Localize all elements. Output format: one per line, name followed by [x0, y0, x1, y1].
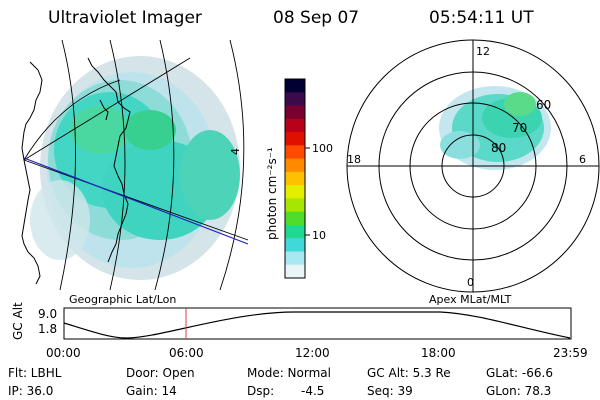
colorbar-band: [285, 158, 305, 173]
imager-title: Ultraviolet Imager: [48, 8, 202, 28]
lat-label-60: 60: [536, 98, 551, 112]
dsp-label: Dsp:: [247, 384, 275, 398]
lat-label-70: 70: [512, 121, 527, 135]
colorbar-band: [285, 79, 305, 93]
panel-edge-label: 4: [229, 148, 242, 155]
timeline-xtick-1800: 18:00: [421, 346, 456, 360]
geographic-image-panel: [21, 40, 249, 290]
colorbar-band: [285, 145, 305, 160]
polar-mlat-mlt-panel: 12 0 18 6 60 70 80: [346, 39, 600, 293]
timeline-ytick-1.8: 1.8: [38, 322, 57, 336]
gc-alt-readout: GC Alt: 5.3 Re: [367, 366, 451, 380]
colorbar-band: [285, 105, 305, 120]
glon-readout: GLon: 78.3: [486, 384, 552, 398]
mlt-label-0: 0: [467, 276, 474, 289]
geographic-caption: Geographic Lat/Lon: [69, 293, 176, 306]
door-readout: Door: Open: [126, 366, 195, 380]
colorbar-band: [285, 224, 305, 239]
colorbar-band: [285, 171, 305, 186]
apex-caption: Apex MLat/MLT: [429, 293, 512, 306]
time-readout: 05:54:11 UT: [429, 8, 534, 28]
altitude-curve: [63, 311, 571, 339]
gain-readout: Gain: 14: [126, 384, 177, 398]
polar-auroral-oval: [439, 86, 551, 170]
timeline-xtick-0000: 00:00: [46, 346, 81, 360]
uv-emission-blob: [30, 56, 240, 280]
colorbar-band: [285, 264, 305, 279]
colorbar-unit-label: photon cm⁻²s⁻¹: [265, 147, 279, 240]
timeline-xtick-0600: 06:00: [169, 346, 204, 360]
lat-lon-grid: [23, 40, 249, 290]
lat-label-80: 80: [491, 141, 506, 155]
date-readout: 08 Sep 07: [273, 8, 360, 28]
colorbar-band: [285, 118, 305, 133]
timeline-ylabel: GC Alt: [11, 302, 25, 340]
colorbar-band: [285, 238, 305, 252]
colorbar-band: [285, 211, 305, 226]
mlt-label-18: 18: [347, 153, 361, 166]
filter-readout: Flt: LBHL: [8, 366, 62, 380]
colorbar-band: [285, 132, 305, 146]
colorbar: 100 10 photon cm⁻²s⁻¹: [265, 78, 333, 279]
colorbar-band: [285, 198, 305, 213]
colorbar-band: [285, 92, 305, 107]
altitude-timeline: GC Alt 9.0 1.8 00:00 06:00 12:00 18:00 2…: [11, 302, 588, 360]
colorbar-band: [285, 185, 305, 199]
colorbar-tick-100: 100: [312, 142, 333, 155]
mlt-label-6: 6: [579, 153, 586, 166]
timeline-ytick-9: 9.0: [38, 307, 57, 321]
colorbar-tick-10: 10: [312, 229, 326, 242]
mode-readout: Mode: Normal: [247, 366, 331, 380]
glat-readout: GLat: -66.6: [486, 366, 553, 380]
ip-readout: IP: 36.0: [8, 384, 54, 398]
mlt-label-12: 12: [476, 45, 490, 58]
timeline-xtick-1200: 12:00: [295, 346, 330, 360]
seq-readout: Seq: 39: [367, 384, 413, 398]
colorbar-band: [285, 251, 305, 266]
terminator-line: [23, 157, 249, 245]
timeline-xtick-2359: 23:59: [553, 346, 588, 360]
dsp-value: -4.5: [301, 384, 325, 398]
